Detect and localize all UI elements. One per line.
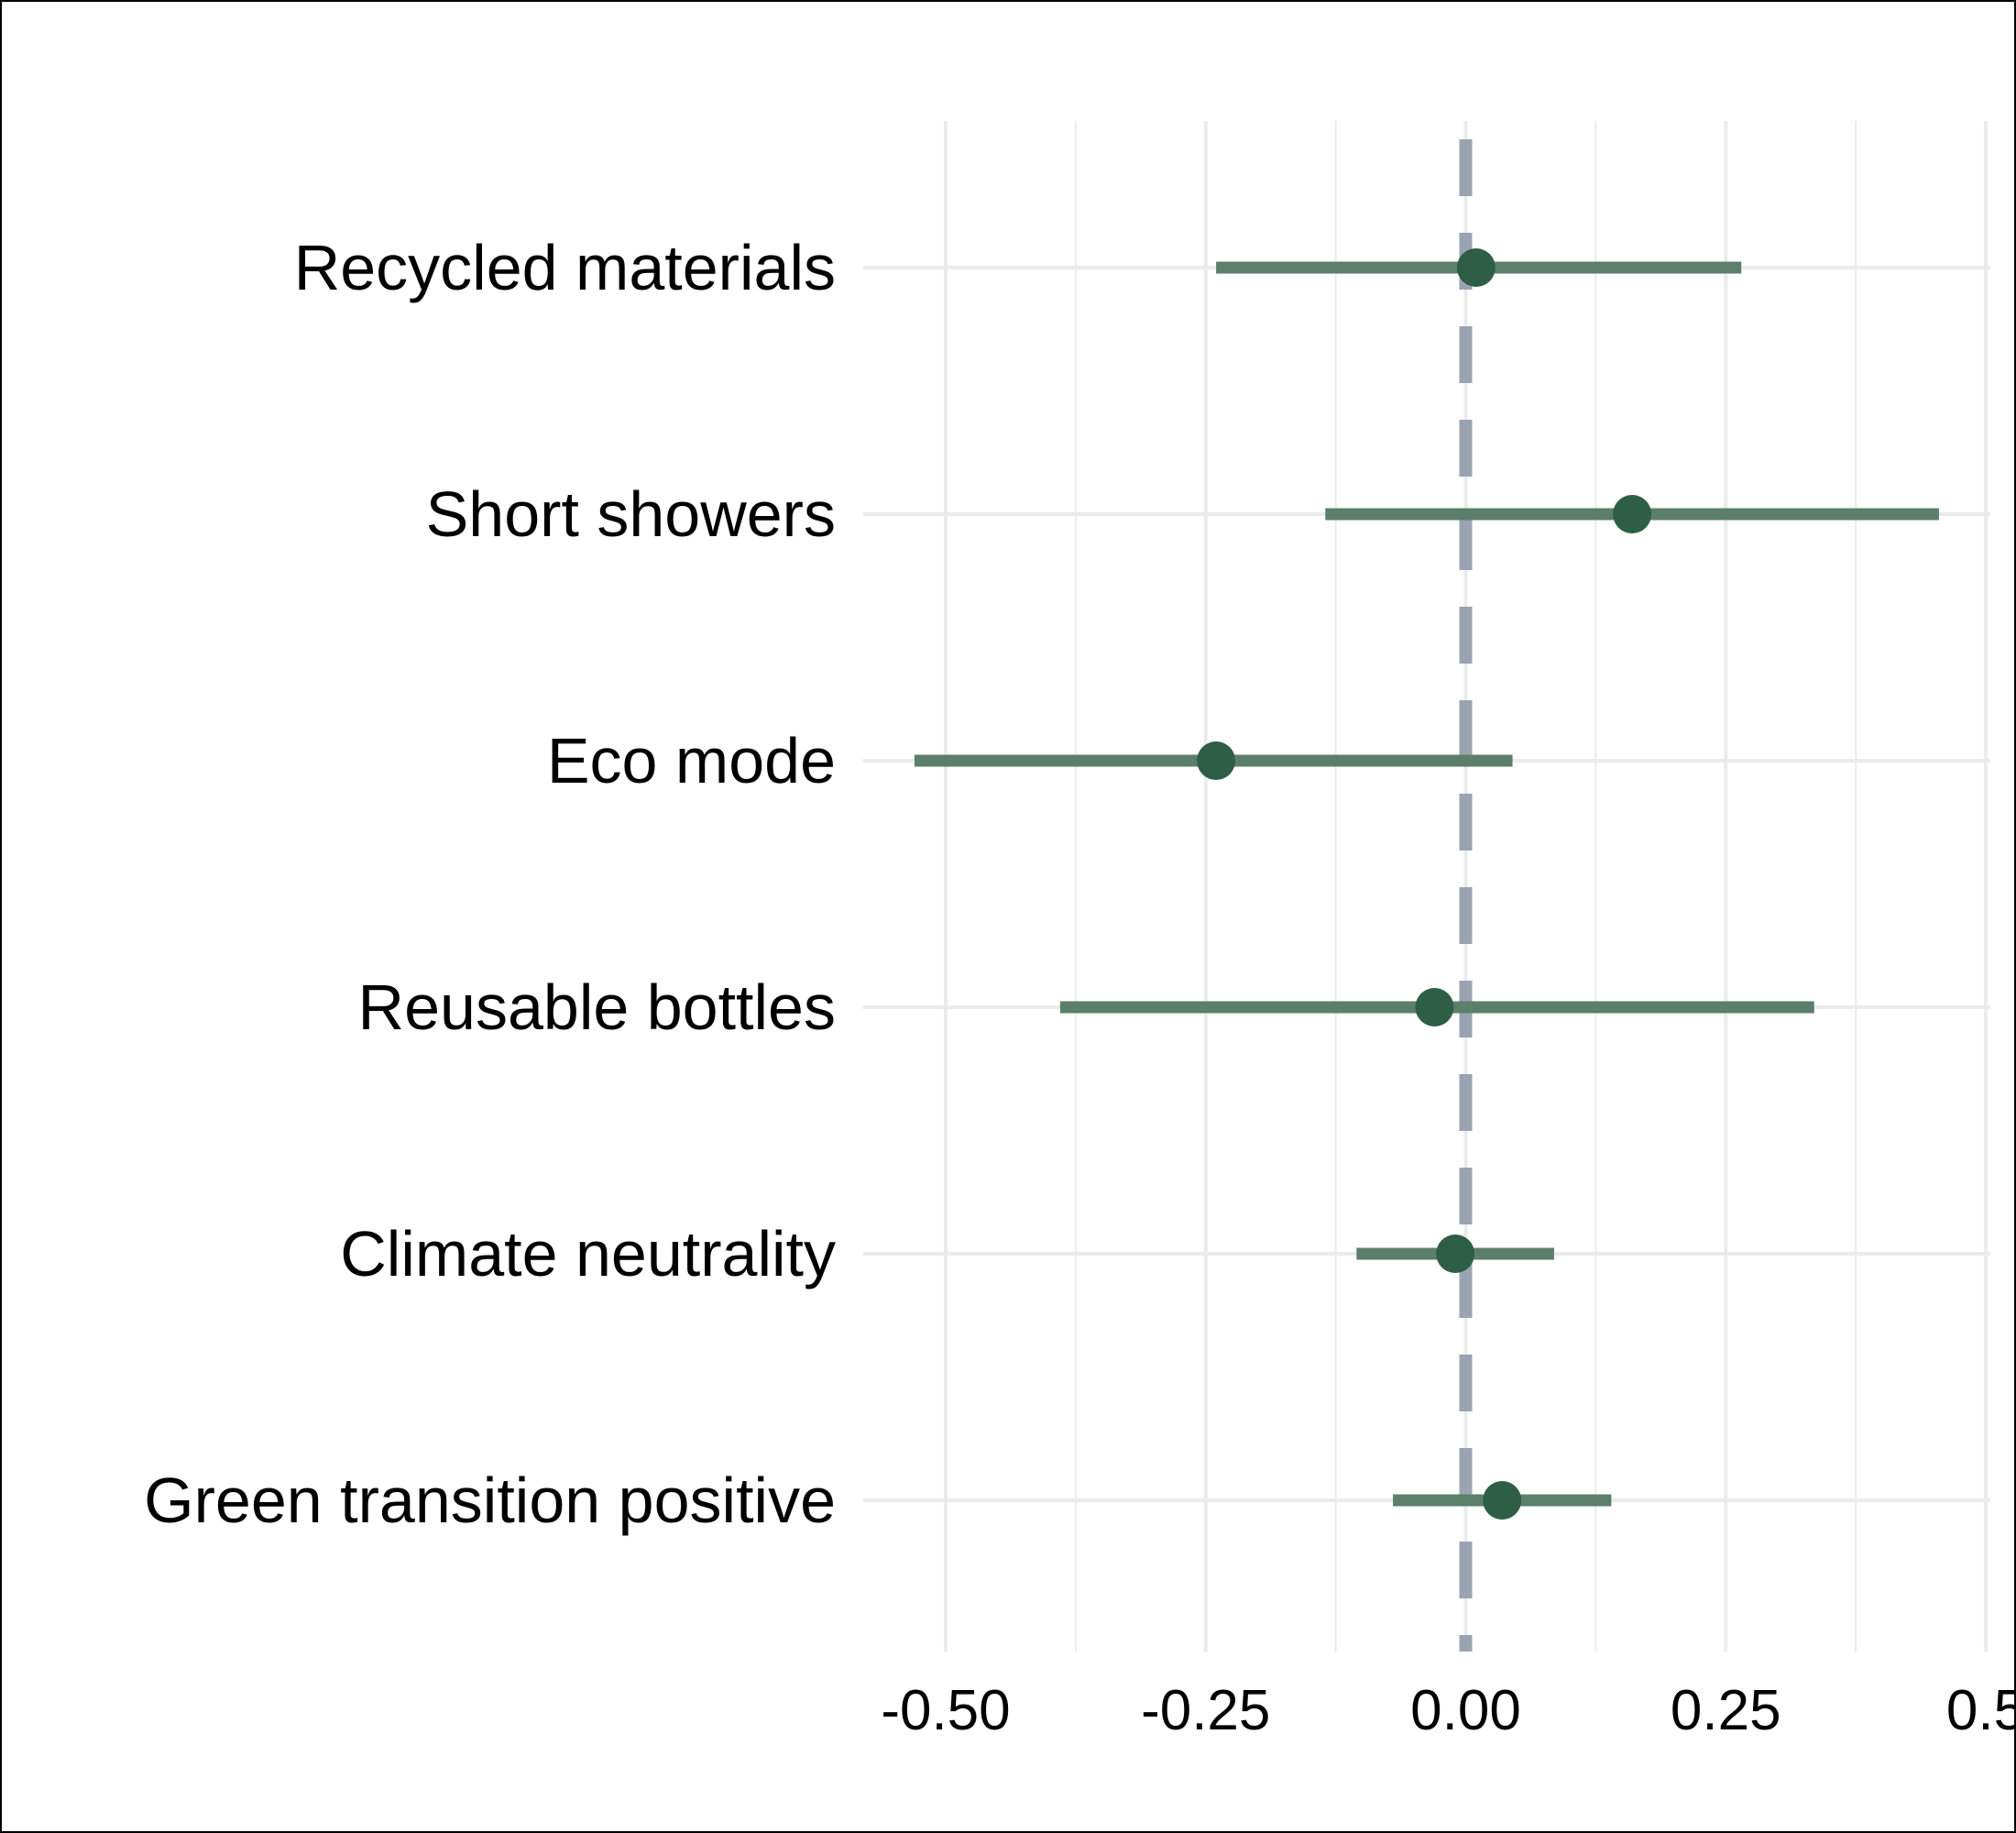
- y-axis-labels: Recycled materials Short showers Eco mode R…: [144, 232, 836, 1536]
- point-estimate: [1456, 248, 1496, 287]
- x-axis-tick-labels: -0.50 -0.25 0.00 0.25 0.5: [881, 1679, 2014, 1742]
- y-axis-label: Reusable bottles: [358, 971, 836, 1043]
- interval-group: [914, 261, 1939, 1507]
- x-tick-label: -0.50: [881, 1679, 1010, 1742]
- point-estimate: [1436, 1235, 1475, 1273]
- x-tick-label: 0.00: [1410, 1679, 1521, 1742]
- y-axis-label: Climate neutrality: [340, 1218, 836, 1290]
- y-axis-label: Green transition positive: [144, 1465, 836, 1536]
- point-group: [1197, 248, 1652, 1520]
- x-tick-label: -0.25: [1141, 1679, 1270, 1742]
- x-tick-label: 0.5: [1946, 1679, 2014, 1742]
- y-axis-label: Eco mode: [547, 725, 836, 796]
- x-tick-label: 0.25: [1671, 1679, 1781, 1742]
- grid-lines: [863, 121, 1990, 1652]
- point-estimate: [1613, 495, 1652, 533]
- point-estimate: [1483, 1481, 1522, 1520]
- y-axis-label: Short showers: [426, 478, 836, 550]
- point-estimate: [1415, 988, 1454, 1026]
- point-estimate: [1197, 741, 1236, 780]
- y-axis-label: Recycled materials: [294, 232, 836, 303]
